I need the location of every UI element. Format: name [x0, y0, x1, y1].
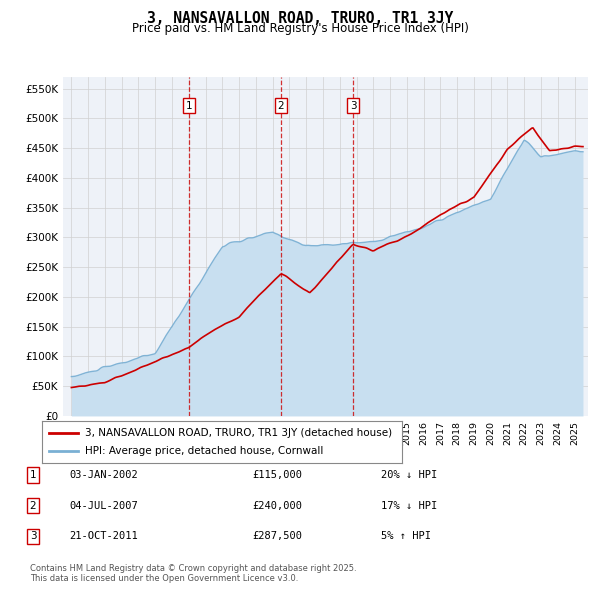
- Text: 1: 1: [185, 100, 192, 110]
- Text: £115,000: £115,000: [252, 470, 302, 480]
- Text: 2: 2: [278, 100, 284, 110]
- Text: Contains HM Land Registry data © Crown copyright and database right 2025.
This d: Contains HM Land Registry data © Crown c…: [30, 563, 356, 583]
- Text: 5% ↑ HPI: 5% ↑ HPI: [381, 532, 431, 541]
- Text: Price paid vs. HM Land Registry's House Price Index (HPI): Price paid vs. HM Land Registry's House …: [131, 22, 469, 35]
- Text: 03-JAN-2002: 03-JAN-2002: [69, 470, 138, 480]
- Text: 3, NANSAVALLON ROAD, TRURO, TR1 3JY: 3, NANSAVALLON ROAD, TRURO, TR1 3JY: [147, 11, 453, 25]
- Text: 20% ↓ HPI: 20% ↓ HPI: [381, 470, 437, 480]
- Text: 3: 3: [350, 100, 356, 110]
- Text: 3: 3: [29, 532, 37, 541]
- Text: 2: 2: [29, 501, 37, 510]
- Text: 17% ↓ HPI: 17% ↓ HPI: [381, 501, 437, 510]
- Text: 3, NANSAVALLON ROAD, TRURO, TR1 3JY (detached house): 3, NANSAVALLON ROAD, TRURO, TR1 3JY (det…: [85, 428, 392, 438]
- Text: 21-OCT-2011: 21-OCT-2011: [69, 532, 138, 541]
- Text: £287,500: £287,500: [252, 532, 302, 541]
- Text: 04-JUL-2007: 04-JUL-2007: [69, 501, 138, 510]
- Text: £240,000: £240,000: [252, 501, 302, 510]
- Text: HPI: Average price, detached house, Cornwall: HPI: Average price, detached house, Corn…: [85, 446, 323, 456]
- Text: 1: 1: [29, 470, 37, 480]
